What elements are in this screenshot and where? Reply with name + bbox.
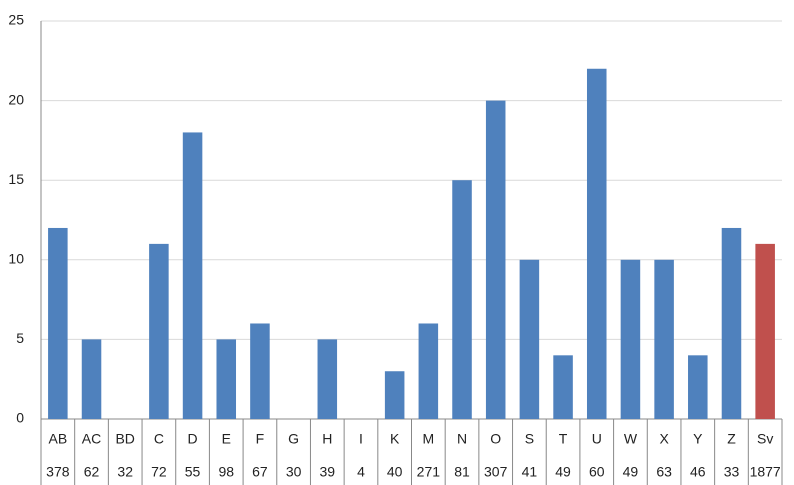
bar xyxy=(452,180,472,419)
x-subcategory-label: 30 xyxy=(286,464,302,480)
x-subcategory-label: 98 xyxy=(218,464,234,480)
bar xyxy=(721,227,742,419)
bar xyxy=(418,323,439,419)
bar xyxy=(485,100,506,419)
x-tick-label: G xyxy=(288,431,299,447)
x-tick-label: N xyxy=(457,431,467,447)
bar xyxy=(755,243,775,419)
bar xyxy=(250,323,270,419)
bar xyxy=(519,259,540,419)
bar xyxy=(654,259,674,419)
y-tick-label: 10 xyxy=(8,251,24,267)
x-tick-label: Z xyxy=(727,431,736,447)
x-tick-label: E xyxy=(222,431,231,447)
x-tick-label: K xyxy=(390,431,400,447)
x-tick-label: O xyxy=(490,431,501,447)
x-subcategory-label: 40 xyxy=(387,464,403,480)
x-subcategory-label: 49 xyxy=(555,464,571,480)
x-subcategory-label: 378 xyxy=(46,464,70,480)
x-subcategory-label: 307 xyxy=(484,464,508,480)
x-subcategory-label: 67 xyxy=(252,464,268,480)
x-subcategory-label: 41 xyxy=(522,464,538,480)
bar xyxy=(620,259,641,419)
x-tick-label: AC xyxy=(82,431,101,447)
x-tick-label: C xyxy=(154,431,164,447)
y-tick-label: 20 xyxy=(8,91,24,107)
x-tick-label: I xyxy=(359,431,363,447)
y-tick-label: 25 xyxy=(8,12,24,28)
x-tick-label: U xyxy=(592,431,602,447)
x-subcategory-label: 33 xyxy=(724,464,740,480)
x-tick-label: X xyxy=(659,431,669,447)
x-tick-label: H xyxy=(322,431,332,447)
x-subcategory-label: 60 xyxy=(589,464,605,480)
bar xyxy=(48,227,68,419)
x-tick-label: BD xyxy=(115,431,134,447)
bar xyxy=(81,339,102,419)
x-subcategory-label: 271 xyxy=(417,464,441,480)
bar xyxy=(553,355,573,419)
y-tick-label: 5 xyxy=(16,330,24,346)
x-tick-label: S xyxy=(525,431,534,447)
x-subcategory-label: 1877 xyxy=(750,464,781,480)
bar xyxy=(384,371,405,419)
x-subcategory-label: 46 xyxy=(690,464,706,480)
x-subcategory-label: 81 xyxy=(454,464,470,480)
x-subcategory-label: 39 xyxy=(320,464,336,480)
bar xyxy=(216,339,237,419)
y-tick-label: 15 xyxy=(8,171,24,187)
x-tick-label: Y xyxy=(693,431,703,447)
bar xyxy=(317,339,338,419)
bar xyxy=(182,132,203,419)
x-subcategory-label: 32 xyxy=(117,464,133,480)
x-subcategory-label: 72 xyxy=(151,464,167,480)
bar xyxy=(586,68,607,419)
x-subcategory-label: 63 xyxy=(656,464,672,480)
x-tick-label: W xyxy=(624,431,638,447)
bar xyxy=(149,243,169,419)
x-tick-label: Sv xyxy=(757,431,773,447)
x-tick-label: F xyxy=(256,431,265,447)
x-subcategory-label: 62 xyxy=(84,464,100,480)
x-subcategory-label: 49 xyxy=(623,464,639,480)
y-tick-label: 0 xyxy=(16,410,24,426)
x-tick-label: D xyxy=(188,431,198,447)
x-tick-label: AB xyxy=(48,431,67,447)
x-subcategory-label: 55 xyxy=(185,464,201,480)
bar xyxy=(688,355,708,419)
x-subcategory-label: 4 xyxy=(357,464,365,480)
x-tick-label: M xyxy=(423,431,435,447)
x-tick-label: T xyxy=(559,431,568,447)
